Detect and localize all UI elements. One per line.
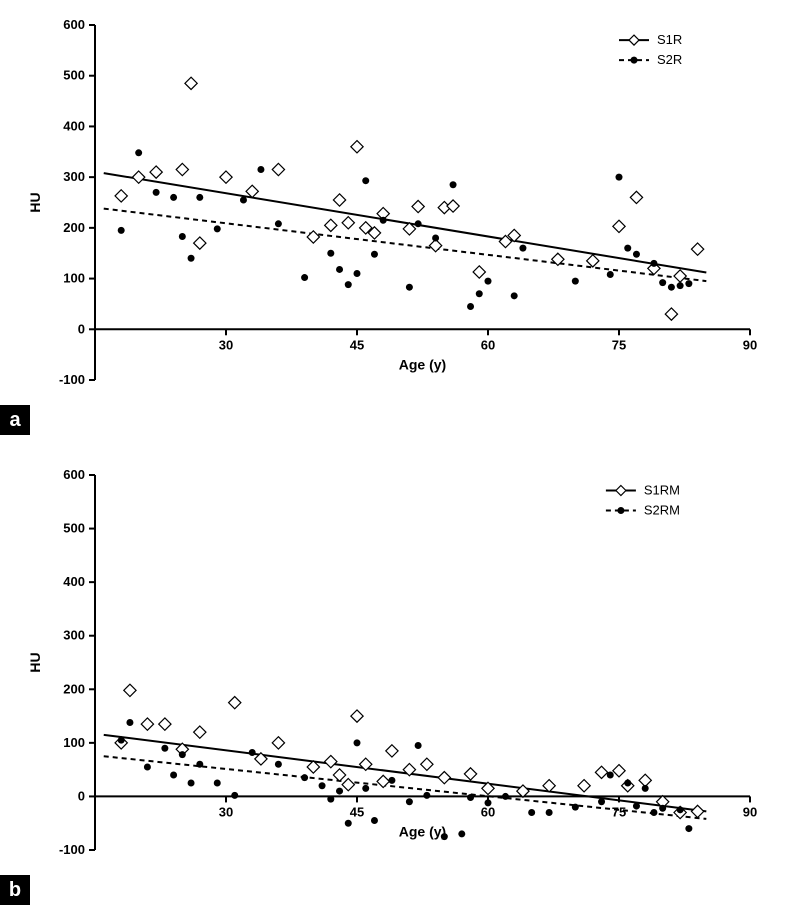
svg-text:30: 30 — [219, 804, 233, 819]
panel-a: -100 0 100 200 300 400 500 600 30 45 60 75 90 HU Age (… — [0, 0, 794, 440]
svg-text:75: 75 — [612, 337, 626, 352]
svg-text:600: 600 — [63, 17, 85, 32]
svg-text:600: 600 — [63, 467, 85, 482]
svg-text:30: 30 — [219, 337, 233, 352]
svg-text:90: 90 — [743, 804, 757, 819]
svg-text:60: 60 — [481, 337, 495, 352]
svg-text:45: 45 — [350, 804, 364, 819]
svg-text:500: 500 — [63, 68, 85, 83]
figure: -10001002003004005006003045607590HUAge (… — [0, 0, 794, 917]
svg-text:100: 100 — [63, 735, 85, 750]
chart-a: -100 0 100 200 300 400 500 600 30 45 60 75 90 HU Age (… — [0, 0, 794, 440]
panel-label-a: a — [0, 405, 30, 435]
svg-text:300: 300 — [63, 169, 85, 184]
svg-text:HU: HU — [27, 652, 43, 672]
svg-text:100: 100 — [63, 271, 85, 286]
chart-b: -100 0 100 200 300 400 500 600 30 45 60 75 90 HU Age (… — [0, 450, 794, 910]
svg-text:-100: -100 — [59, 372, 85, 387]
svg-text:S1RM: S1RM — [644, 483, 680, 498]
svg-text:200: 200 — [63, 220, 85, 235]
svg-text:-100: -100 — [59, 842, 85, 857]
svg-text:300: 300 — [63, 628, 85, 643]
svg-text:S2R: S2R — [657, 52, 682, 67]
svg-text:S2RM: S2RM — [644, 503, 680, 518]
svg-text:400: 400 — [63, 118, 85, 133]
panel-label-b: b — [0, 875, 30, 905]
svg-text:0: 0 — [78, 321, 85, 336]
svg-text:Age (y): Age (y) — [399, 356, 446, 372]
svg-text:S1R: S1R — [657, 32, 682, 47]
svg-text:HU: HU — [27, 192, 43, 212]
svg-text:500: 500 — [63, 521, 85, 536]
panel-b: -100 0 100 200 300 400 500 600 30 45 60 75 90 HU Age (… — [0, 450, 794, 910]
svg-text:90: 90 — [743, 337, 757, 352]
svg-text:0: 0 — [78, 788, 85, 803]
svg-text:Age (y): Age (y) — [399, 823, 446, 839]
svg-text:75: 75 — [612, 804, 626, 819]
svg-text:60: 60 — [481, 804, 495, 819]
svg-text:400: 400 — [63, 574, 85, 589]
svg-text:200: 200 — [63, 681, 85, 696]
svg-text:45: 45 — [350, 337, 364, 352]
